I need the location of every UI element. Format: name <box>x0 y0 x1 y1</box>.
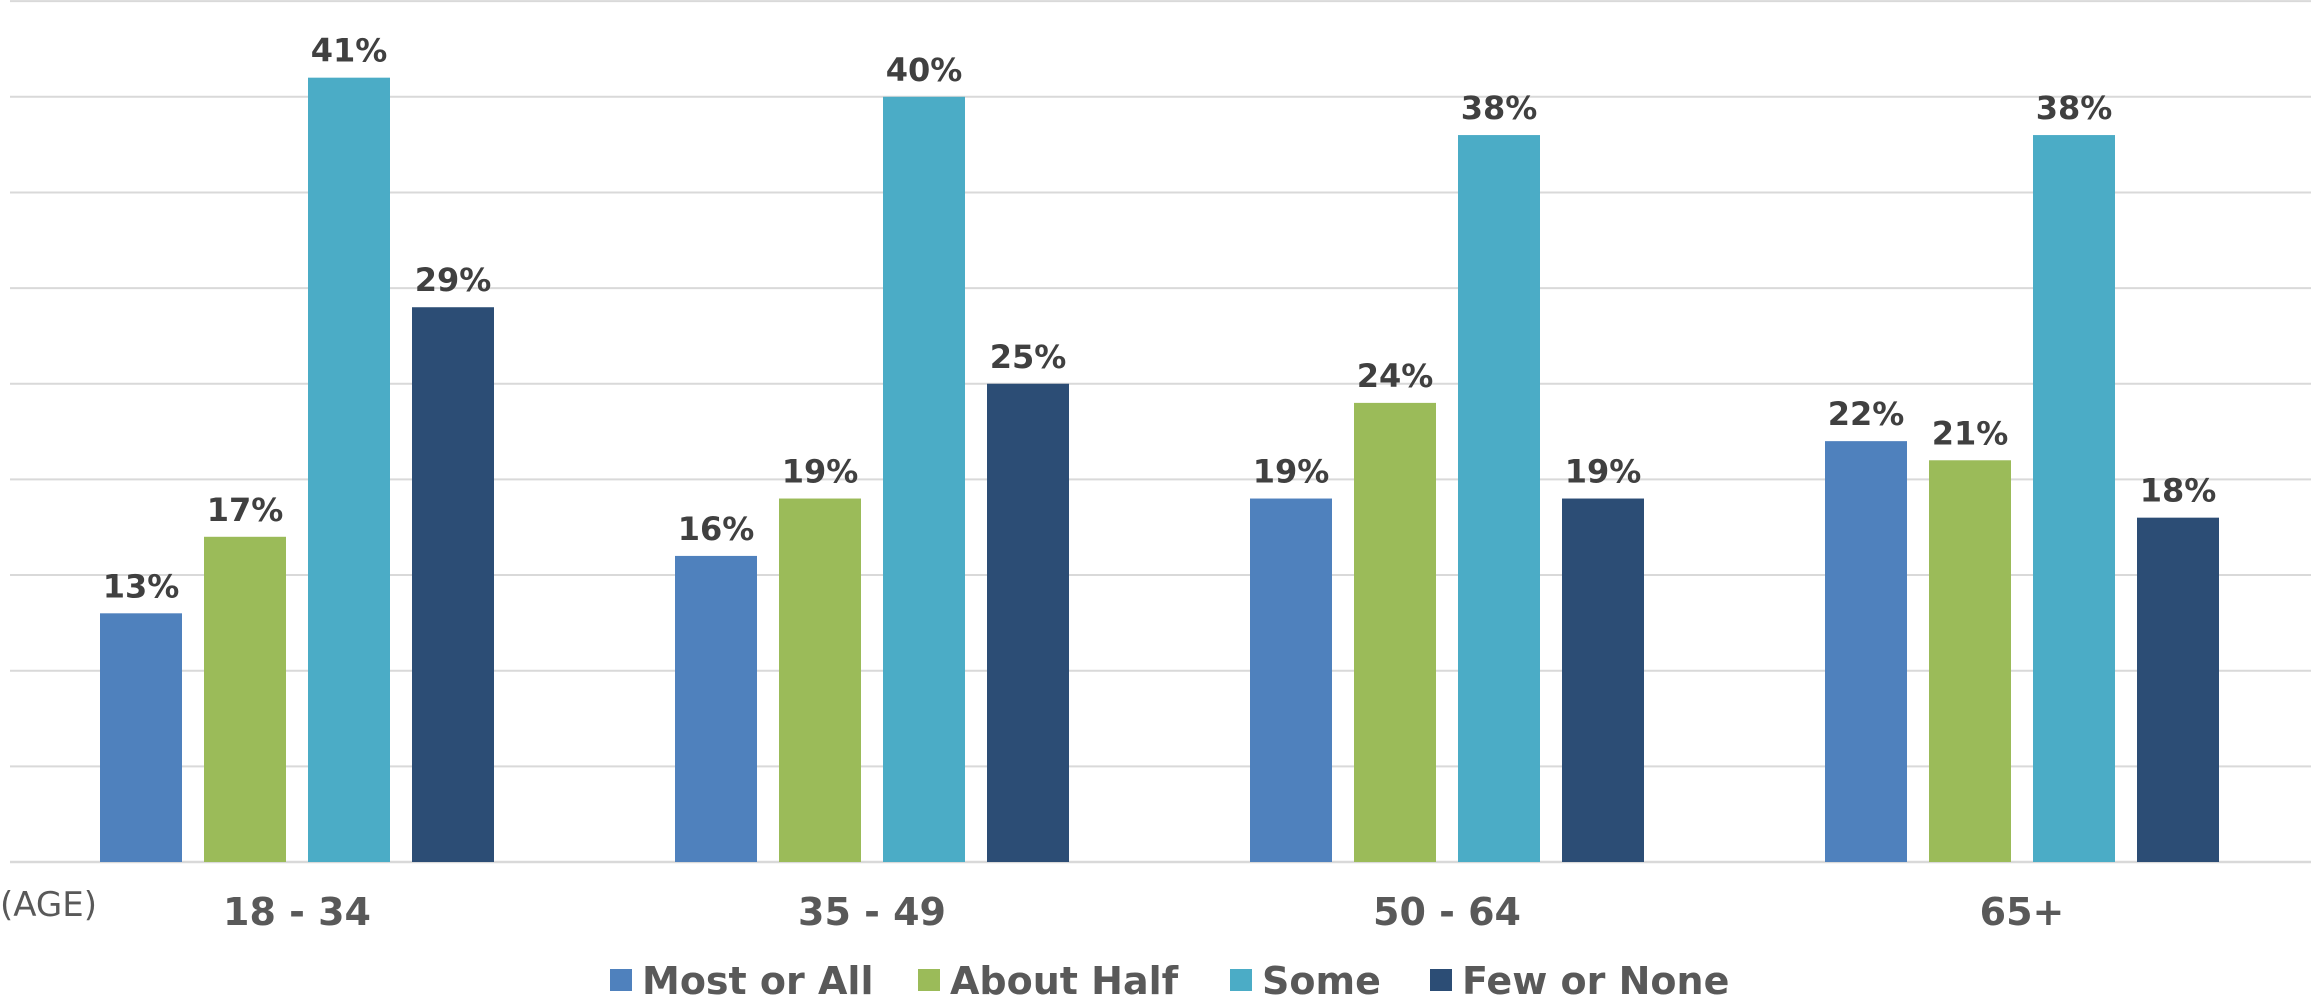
bar <box>1562 498 1644 862</box>
bar <box>1458 135 1540 862</box>
legend-label: Most or All <box>642 959 873 1001</box>
bar <box>2137 517 2219 862</box>
data-label: 19% <box>782 453 859 491</box>
data-label: 19% <box>1565 453 1642 491</box>
data-label: 41% <box>311 32 388 70</box>
category-label: 35 - 49 <box>798 890 946 934</box>
data-label: 21% <box>1932 414 2009 452</box>
bar <box>1250 498 1332 862</box>
bar <box>883 96 965 863</box>
data-label: 17% <box>207 491 284 529</box>
data-label: 24% <box>1357 357 1434 395</box>
category-label: 50 - 64 <box>1373 890 1521 934</box>
data-label: 29% <box>415 261 492 299</box>
bars <box>100 77 2219 863</box>
data-label: 16% <box>678 510 755 548</box>
legend-swatch <box>918 969 940 991</box>
gridlines <box>10 0 2311 864</box>
bar <box>779 498 861 862</box>
bar <box>412 307 494 863</box>
data-label: 38% <box>2036 89 2113 127</box>
category-label: 18 - 34 <box>223 890 371 934</box>
x-axis: (AGE) 18 - 34 35 - 49 50 - 64 65+ <box>0 885 2064 934</box>
bar <box>1354 402 1436 862</box>
bar <box>1929 460 2011 862</box>
data-label: 40% <box>886 51 963 89</box>
bar <box>2033 135 2115 862</box>
data-label: 22% <box>1828 395 1905 433</box>
data-label: 19% <box>1253 453 1330 491</box>
data-label: 38% <box>1461 89 1538 127</box>
legend: Most or All About Half Some Few or None <box>610 959 1729 1001</box>
bar <box>100 613 182 862</box>
data-label: 13% <box>103 567 180 605</box>
bar <box>204 536 286 862</box>
legend-label: Some <box>1262 959 1381 1001</box>
data-label: 25% <box>990 338 1067 376</box>
data-label: 18% <box>2140 472 2217 510</box>
bar <box>675 555 757 862</box>
legend-label: About Half <box>950 959 1179 1001</box>
bar <box>308 77 390 863</box>
bar <box>1825 441 1907 862</box>
legend-swatch <box>1230 969 1252 991</box>
legend-swatch <box>610 969 632 991</box>
category-label: 65+ <box>1980 890 2065 934</box>
data-labels: 13% 17% 41% 29% 16% 19% 40% 25% 19% 24% 38% 19% 22% 2… <box>103 32 2217 606</box>
bar <box>987 383 1069 862</box>
x-axis-title: (AGE) <box>0 885 97 925</box>
legend-label: Few or None <box>1462 959 1729 1001</box>
legend-swatch <box>1430 969 1452 991</box>
